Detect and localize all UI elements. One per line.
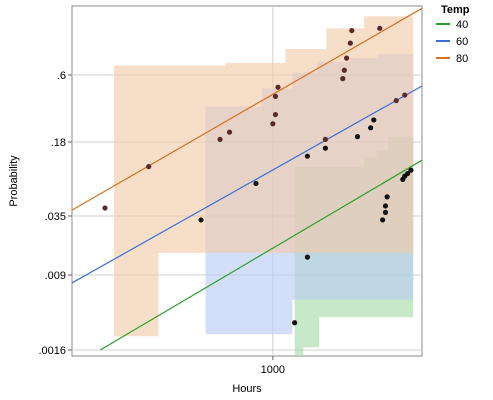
point-layer [102, 25, 414, 326]
y-tick-label: .009 [45, 270, 66, 282]
data-point-60 [371, 117, 377, 123]
fit-line-60 [71, 85, 423, 284]
data-point-80 [272, 111, 279, 118]
y-tick-label: .035 [45, 211, 66, 223]
data-point-80 [270, 121, 276, 127]
legend-label-80: 80 [456, 53, 468, 65]
data-point-80 [322, 136, 329, 142]
data-point-40 [304, 254, 311, 260]
y-axis-title: Probability [8, 155, 20, 207]
axis-layer: .0016 .009 .035 .18 .6 1000 [38, 70, 285, 376]
confidence-band-80 [114, 8, 414, 337]
data-point-40 [380, 217, 386, 223]
data-point-40 [405, 170, 411, 177]
legend-label-60: 60 [456, 36, 468, 48]
data-point-80 [217, 136, 223, 142]
data-point-80 [226, 129, 233, 135]
data-point-40 [382, 209, 389, 215]
data-point-80 [393, 97, 399, 104]
legend-label-40: 40 [456, 19, 468, 31]
data-point-40 [292, 320, 298, 326]
data-point-80 [102, 205, 108, 211]
data-point-40 [408, 167, 414, 173]
data-point-80 [402, 92, 408, 98]
data-point-60 [354, 134, 361, 140]
data-point-80 [344, 55, 350, 61]
data-point-80 [146, 164, 152, 170]
data-point-80 [272, 93, 279, 100]
data-point-80 [349, 27, 355, 34]
data-point-60 [198, 217, 204, 223]
x-axis-title: Hours [232, 383, 262, 395]
x-tick-label: 1000 [261, 364, 285, 376]
legend-title: Temp [441, 4, 470, 16]
data-point-40 [382, 203, 389, 209]
data-point-60 [304, 153, 311, 159]
data-point-80 [275, 84, 281, 90]
data-point-80 [347, 40, 353, 46]
data-point-80 [340, 76, 346, 82]
data-point-40 [384, 194, 390, 200]
legend: Temp 40 60 80 [436, 4, 470, 65]
data-point-80 [341, 67, 347, 73]
plot-frame [71, 5, 423, 357]
data-point-80 [377, 25, 383, 31]
fit-layer [71, 7, 423, 351]
fit-line-80 [71, 7, 423, 211]
band-layer [114, 8, 414, 356]
y-tick-label: .18 [51, 137, 66, 149]
y-tick-label: .6 [57, 70, 66, 82]
fit-line-40 [99, 159, 423, 351]
data-point-60 [253, 180, 259, 187]
y-tick-label: .0016 [38, 345, 66, 357]
data-point-60 [322, 145, 329, 151]
data-point-60 [368, 125, 374, 131]
